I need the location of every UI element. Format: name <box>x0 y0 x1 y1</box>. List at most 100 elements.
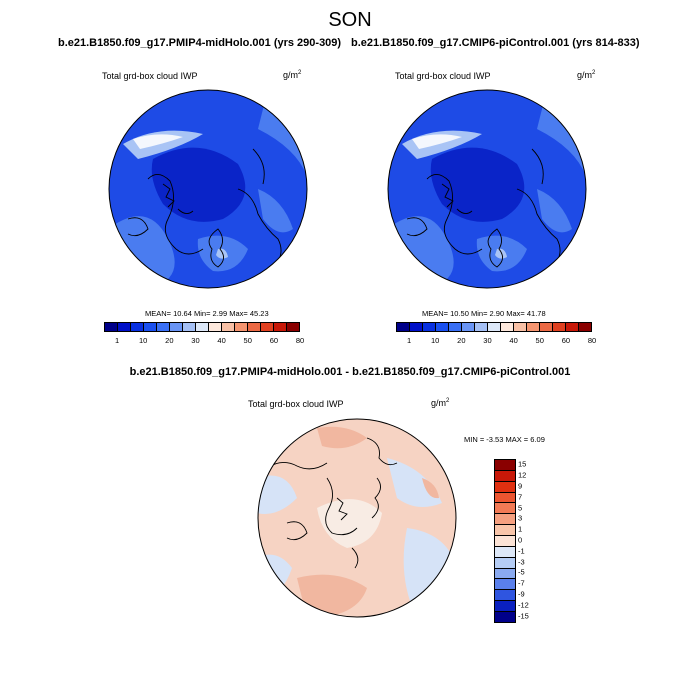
colorbar-tick-label: 50 <box>243 336 252 345</box>
colorbar-swatch <box>579 323 591 331</box>
left-var-label: Total grd-box cloud IWP <box>102 71 198 81</box>
colorbar-swatch <box>436 323 449 331</box>
colorbar-swatch <box>118 323 131 331</box>
colorbar-swatch <box>170 323 183 331</box>
colorbar-tick-label: 1 <box>114 336 120 345</box>
colorbar-tick-label: 12 <box>518 470 527 480</box>
colorbar-swatch <box>527 323 540 331</box>
colorbar-swatch <box>566 323 579 331</box>
colorbar-tick-label: 1 <box>406 336 412 345</box>
colorbar-tick-label: 7 <box>518 492 523 502</box>
colorbar-swatch <box>105 323 118 331</box>
colorbar-swatch <box>495 568 515 580</box>
colorbar-swatch <box>157 323 170 331</box>
left-run-title: b.e21.B1850.f09_g17.PMIP4-midHolo.001 (y… <box>58 37 342 49</box>
colorbar-tick-label: 60 <box>269 336 279 345</box>
right-var-label: Total grd-box cloud IWP <box>395 71 491 81</box>
diff-var-label: Total grd-box cloud IWP <box>248 399 344 409</box>
diff-colorbar-ticks: 15 12 9 7 5 3 1 0 -1 -3 -5 -7 -9 -12 -15 <box>494 459 529 621</box>
colorbar-tick-label: -15 <box>518 611 529 621</box>
colorbar-swatch <box>287 323 299 331</box>
colorbar-tick-label: 1 <box>518 524 523 534</box>
colorbar-swatch <box>495 460 515 471</box>
colorbar-swatch <box>235 323 248 331</box>
diff-polar-map <box>257 418 457 618</box>
colorbar-tick-label: -7 <box>518 578 525 588</box>
colorbar-swatch <box>488 323 501 331</box>
colorbar-tick-label: -1 <box>518 546 525 556</box>
right-polar-map <box>387 89 587 289</box>
diff-colorbar-swatches <box>494 459 516 623</box>
colorbar-swatch <box>495 601 515 613</box>
colorbar-tick-label: -3 <box>518 557 525 567</box>
left-polar-map <box>108 89 308 289</box>
colorbar-swatch <box>495 525 515 537</box>
right-units: g/m2 <box>577 70 596 80</box>
colorbar-swatch <box>196 323 209 331</box>
colorbar-swatch <box>495 470 515 482</box>
colorbar-tick-label: 0 <box>518 535 523 545</box>
colorbar-swatch <box>248 323 261 331</box>
colorbar-swatch <box>274 323 287 331</box>
right-run-title: b.e21.B1850.f09_g17.CMIP6-piControl.001 … <box>351 37 640 49</box>
colorbar-tick-label: 30 <box>191 336 200 345</box>
diff-title: b.e21.B1850.f09_g17.PMIP4-midHolo.001 - … <box>129 366 571 378</box>
colorbar-swatch <box>410 323 423 331</box>
colorbar-tick-label: 30 <box>483 336 492 345</box>
colorbar-tick-label: 80 <box>587 336 597 345</box>
season-title: SON <box>328 9 372 31</box>
colorbar-tick-label: 5 <box>518 503 523 513</box>
colorbar-swatch <box>495 492 515 504</box>
colorbar-swatch <box>495 590 515 602</box>
left-colorbar-swatches <box>104 322 300 332</box>
colorbar-tick-label: -5 <box>518 567 525 577</box>
diff-colorbar: 15 12 9 7 5 3 1 0 -1 -3 -5 -7 -9 -12 -15 <box>494 459 529 623</box>
colorbar-tick-label: 40 <box>217 336 226 345</box>
colorbar-swatch <box>495 546 515 558</box>
colorbar-tick-label: 50 <box>535 336 544 345</box>
left-colorbar-ticks: 1 10 20 30 40 50 60 80 <box>104 336 304 346</box>
colorbar-tick-label: 15 <box>518 459 527 469</box>
colorbar-swatch <box>261 323 274 331</box>
colorbar-tick-label: 9 <box>518 481 523 491</box>
colorbar-swatch <box>495 536 515 547</box>
colorbar-swatch <box>495 557 515 569</box>
colorbar-tick-label: 60 <box>561 336 571 345</box>
colorbar-swatch <box>209 323 222 331</box>
colorbar-swatch <box>495 503 515 515</box>
colorbar-tick-label: 10 <box>139 336 148 345</box>
left-units: g/m2 <box>283 70 302 80</box>
colorbar-swatch <box>183 323 196 331</box>
colorbar-tick-label: 10 <box>431 336 440 345</box>
left-colorbar: 1 10 20 30 40 50 60 80 <box>104 322 304 345</box>
left-stats: MEAN= 10.64 Min= 2.99 Max= 45.23 <box>145 309 269 318</box>
colorbar-swatch <box>540 323 553 331</box>
colorbar-swatch <box>475 323 488 331</box>
colorbar-swatch <box>501 323 514 331</box>
colorbar-swatch <box>222 323 235 331</box>
colorbar-swatch <box>144 323 157 331</box>
colorbar-swatch <box>449 323 462 331</box>
colorbar-swatch <box>495 514 515 526</box>
right-colorbar-swatches <box>396 322 592 332</box>
colorbar-swatch <box>495 612 515 622</box>
colorbar-tick-label: 40 <box>509 336 518 345</box>
right-colorbar-ticks: 1 10 20 30 40 50 60 80 <box>396 336 596 346</box>
colorbar-tick-label: 20 <box>457 336 466 345</box>
colorbar-swatch <box>495 481 515 493</box>
diff-stats: MIN = -3.53 MAX = 6.09 <box>464 435 545 444</box>
colorbar-tick-label: 80 <box>295 336 305 345</box>
colorbar-swatch <box>462 323 475 331</box>
colorbar-swatch <box>495 579 515 591</box>
right-stats: MEAN= 10.50 Min= 2.90 Max= 41.78 <box>422 309 546 318</box>
colorbar-swatch <box>397 323 410 331</box>
diff-units: g/m2 <box>431 398 450 408</box>
colorbar-swatch <box>514 323 527 331</box>
colorbar-tick-label: -12 <box>518 600 529 610</box>
colorbar-swatch <box>423 323 436 331</box>
right-colorbar: 1 10 20 30 40 50 60 80 <box>396 322 596 345</box>
colorbar-tick-label: 3 <box>518 513 523 523</box>
colorbar-swatch <box>131 323 144 331</box>
colorbar-tick-label: 20 <box>165 336 174 345</box>
colorbar-swatch <box>553 323 566 331</box>
